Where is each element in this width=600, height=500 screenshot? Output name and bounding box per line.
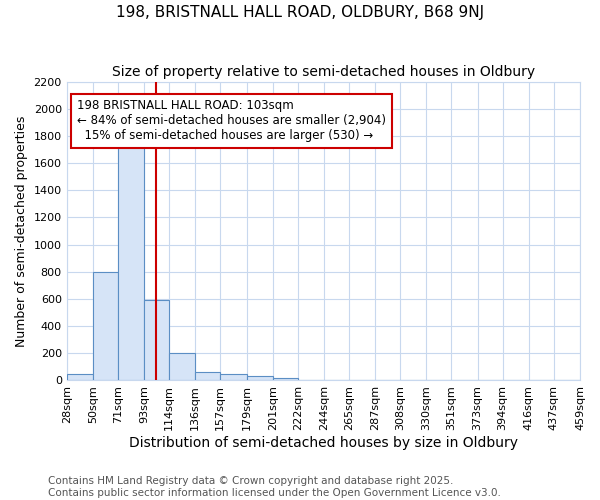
Bar [169,354,195,380]
Bar [220,374,247,380]
Text: 198, BRISTNALL HALL ROAD, OLDBURY, B68 9NJ: 198, BRISTNALL HALL ROAD, OLDBURY, B68 9… [116,5,484,20]
Y-axis label: Number of semi-detached properties: Number of semi-detached properties [15,116,28,346]
Bar [247,376,273,380]
X-axis label: Distribution of semi-detached houses by size in Oldbury: Distribution of semi-detached houses by … [129,436,518,450]
Bar [273,378,298,380]
Text: Contains HM Land Registry data © Crown copyright and database right 2025.
Contai: Contains HM Land Registry data © Crown c… [48,476,501,498]
Bar [118,142,144,380]
Title: Size of property relative to semi-detached houses in Oldbury: Size of property relative to semi-detach… [112,65,535,79]
Text: 198 BRISTNALL HALL ROAD: 103sqm
← 84% of semi-detached houses are smaller (2,904: 198 BRISTNALL HALL ROAD: 103sqm ← 84% of… [77,100,386,142]
Bar [144,300,169,380]
Bar [195,372,220,380]
Bar [67,374,93,380]
Bar [93,272,118,380]
